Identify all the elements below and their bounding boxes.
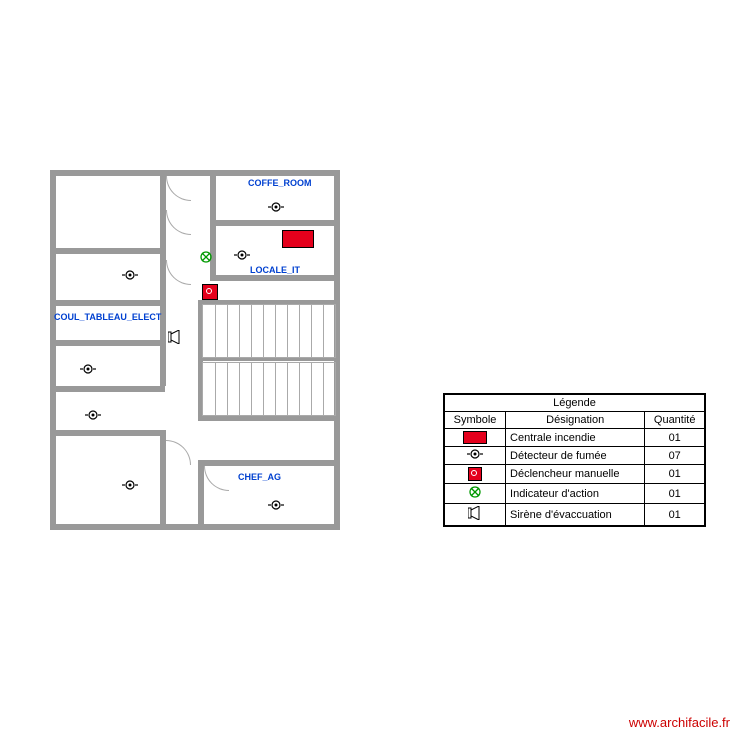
legend-row: Détecteur de fumée07 [444,447,705,465]
room-label: CHEF_AG [238,472,281,482]
wall [50,170,340,176]
wall [198,416,340,421]
legend-row: Indicateur d'action01 [444,484,705,504]
door [166,440,191,465]
wall [160,170,166,386]
wall [198,460,204,530]
legend-symbol [444,465,506,484]
legend-designation: Indicateur d'action [506,484,645,504]
wall [50,524,340,530]
door [166,260,191,285]
smoke-detector-icon [85,410,101,420]
legend-header: Quantité [645,412,705,429]
legend-quantity: 01 [645,465,705,484]
door [204,466,229,491]
legend-quantity: 01 [645,484,705,504]
wall [198,358,340,361]
smoke-detector-icon [234,250,250,260]
legend-symbol [444,429,506,447]
wall [50,386,165,392]
siren-icon [168,330,182,344]
legend-quantity: 01 [645,504,705,527]
legend-table: Légende SymboleDésignationQuantité Centr… [443,393,706,527]
smoke-detector-icon [122,480,138,490]
legend-row: Déclencheur manuelle01 [444,465,705,484]
legend-title: Légende [444,394,705,412]
smoke-detector-icon [268,202,284,212]
room-label: COFFE_ROOM [248,178,312,188]
wall [210,220,340,226]
floor-plan: COFFE_ROOM LOCALE_IT COUL_TABLEAU_ELECT CHE… [50,170,340,530]
legend-header: Désignation [506,412,645,429]
wall [50,300,165,306]
legend-designation: Détecteur de fumée [506,447,645,465]
door [166,176,191,201]
legend-symbol [444,484,506,504]
legend-header: Symbole [444,412,506,429]
wall [50,430,165,436]
stairs [202,304,336,358]
wall [50,170,56,530]
legend-row: Centrale incendie01 [444,429,705,447]
legend-designation: Centrale incendie [506,429,645,447]
wall [210,275,340,281]
indicator-icon [200,250,212,262]
legend-designation: Déclencheur manuelle [506,465,645,484]
legend-symbol [444,504,506,527]
door [166,210,191,235]
smoke-detector-icon [268,500,284,510]
legend-quantity: 01 [645,429,705,447]
legend-quantity: 07 [645,447,705,465]
fire-panel-icon [282,230,314,248]
wall [50,340,165,346]
smoke-detector-icon [80,364,96,374]
stairs [202,362,336,416]
wall [50,248,165,254]
manual-trigger-icon [202,284,218,300]
attribution-link[interactable]: www.archifacile.fr [629,715,730,730]
room-label: LOCALE_IT [250,265,300,275]
legend-designation: Sirène d'évaccuation [506,504,645,527]
room-label: COUL_TABLEAU_ELECT [54,312,161,322]
legend-symbol [444,447,506,465]
smoke-detector-icon [122,270,138,280]
legend-row: Sirène d'évaccuation01 [444,504,705,527]
